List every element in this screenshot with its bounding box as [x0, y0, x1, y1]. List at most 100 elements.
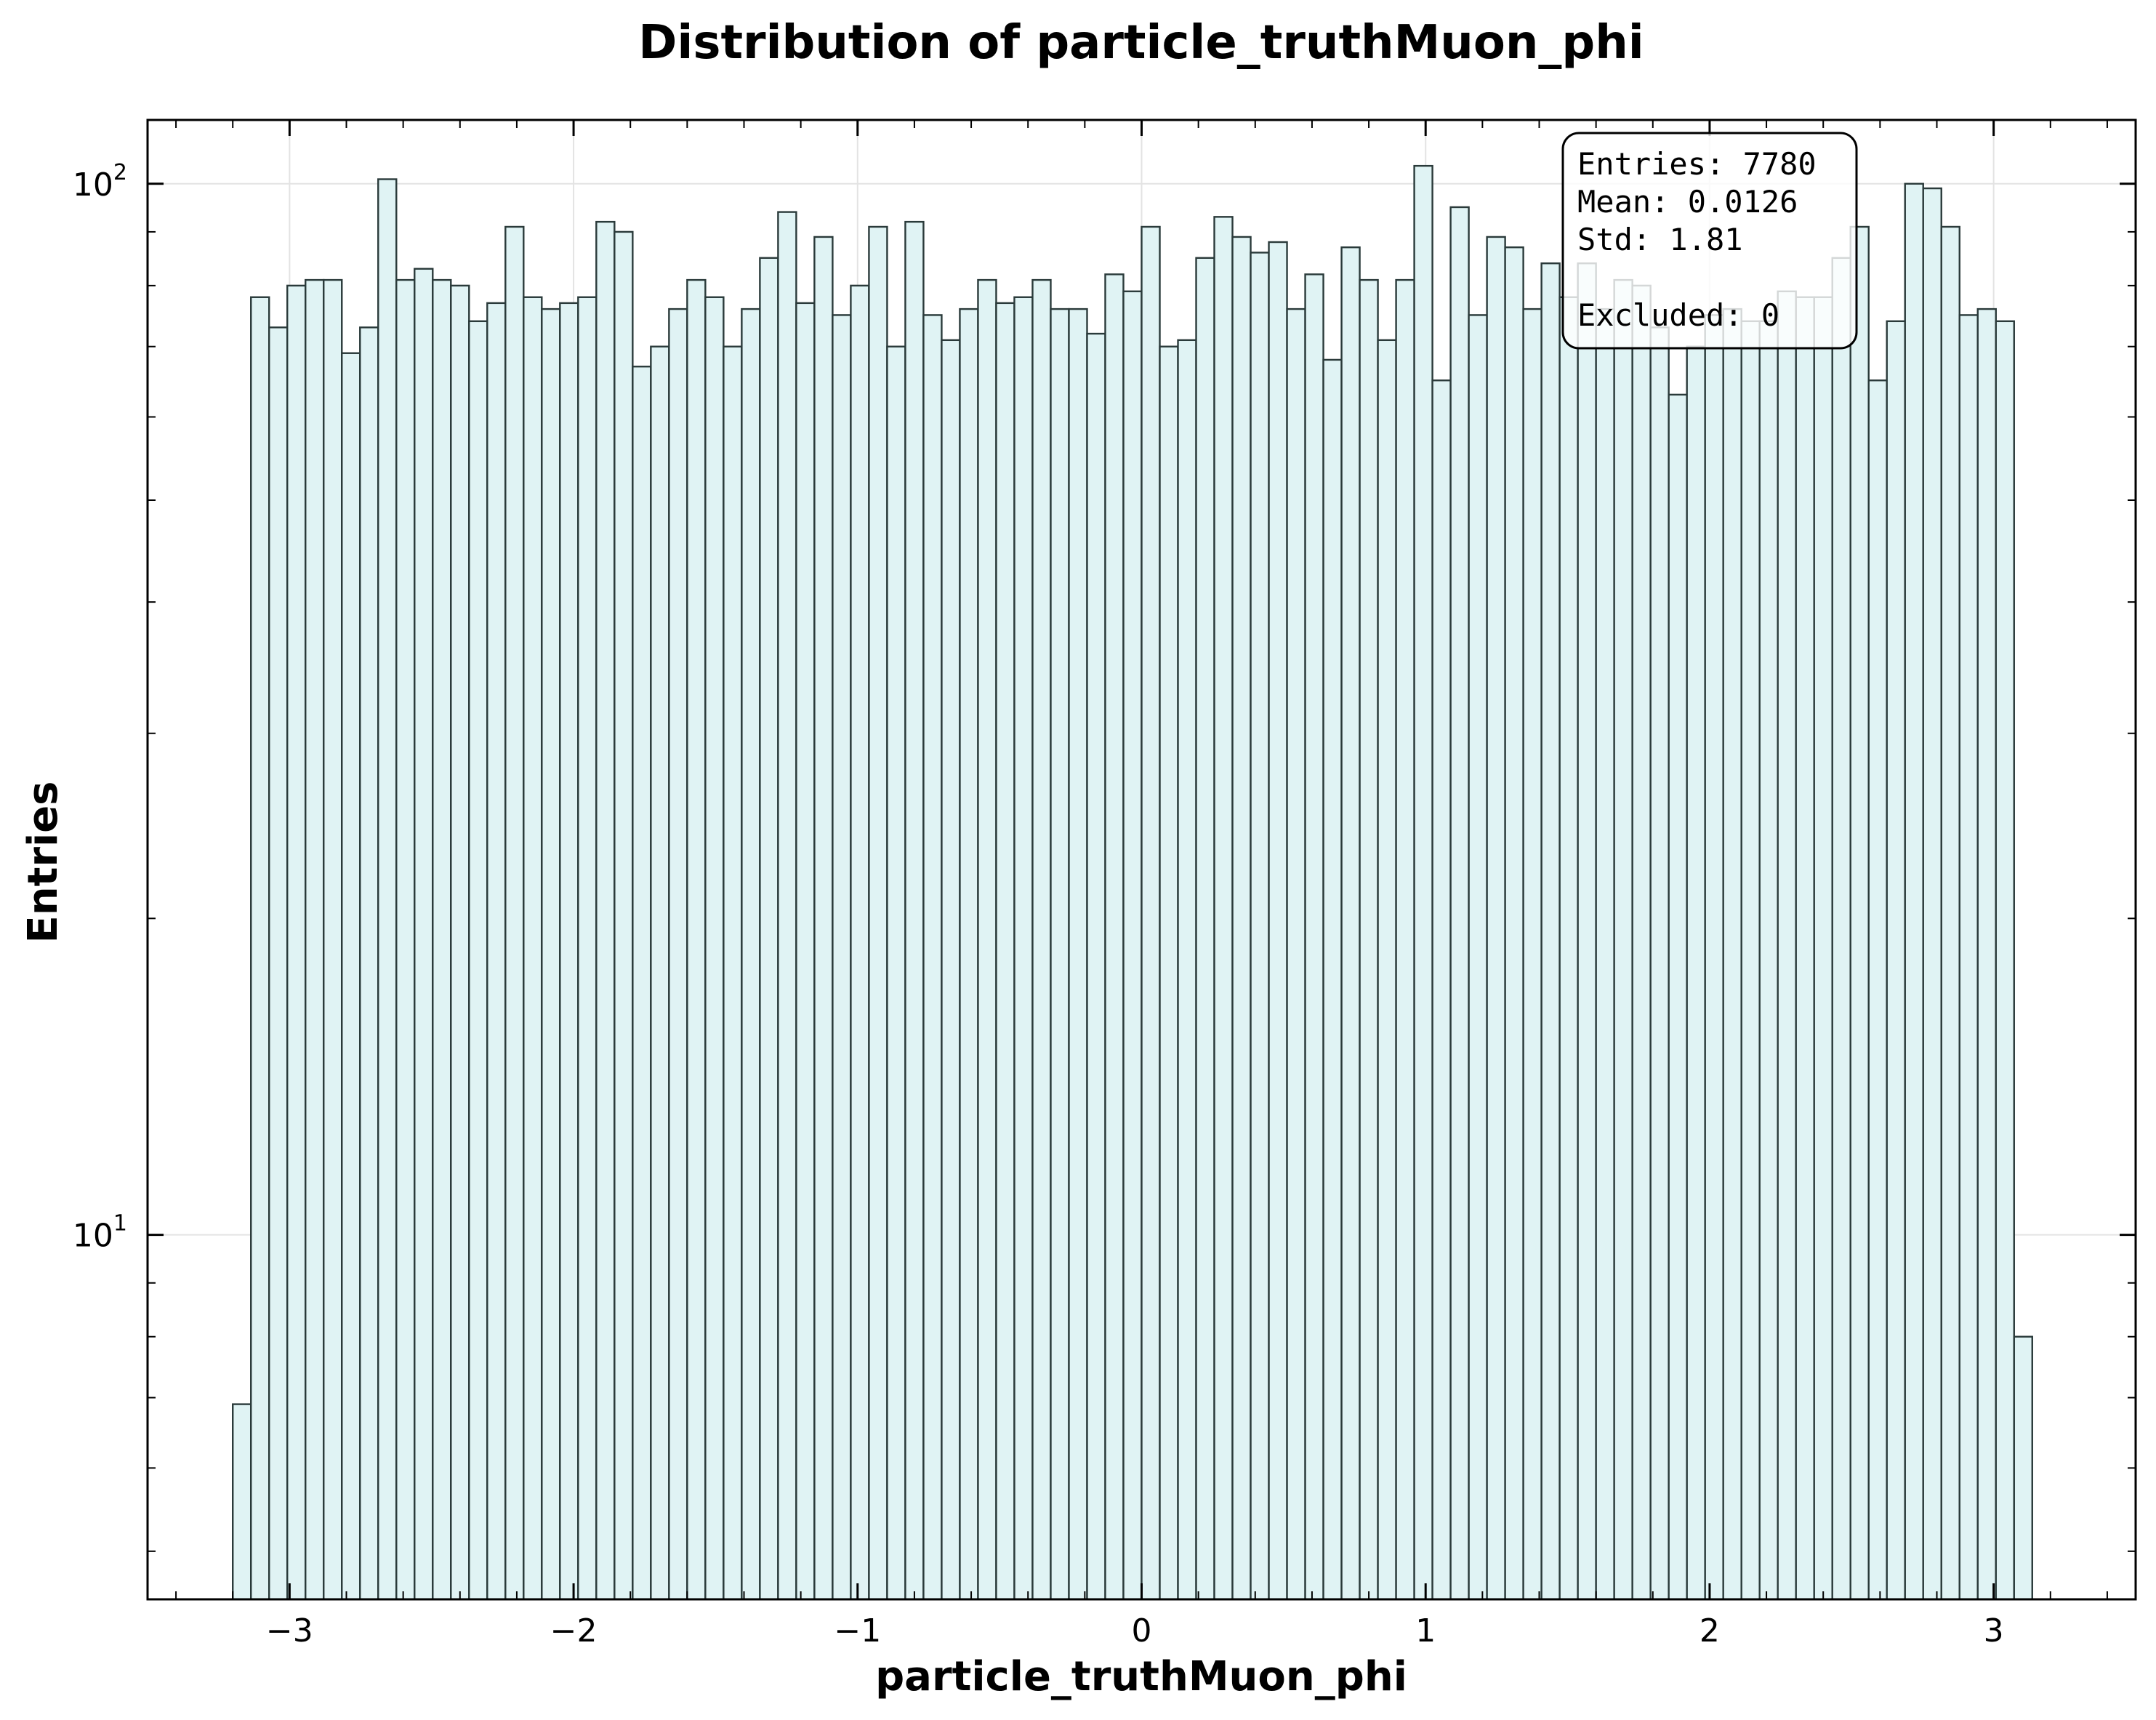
histogram-bar [1904, 182, 1924, 1601]
histogram-bar [1122, 290, 1143, 1601]
histogram-bar [1722, 308, 1742, 1601]
histogram-bar [1540, 262, 1561, 1601]
histogram-bar [1849, 225, 1870, 1601]
histogram-bar [1031, 278, 1052, 1601]
histogram-bar [723, 345, 743, 1601]
axis-ticks: −3 −2 −1 0 1 2 3 101 102 [73, 120, 2136, 1649]
histogram-bar [341, 352, 361, 1601]
histogram-bar [1813, 296, 1833, 1601]
histogram-bar [941, 339, 961, 1601]
histogram-bar [1286, 308, 1306, 1601]
histogram-bar [704, 296, 725, 1601]
histogram-bar [686, 278, 707, 1601]
stats-mean: Mean: 0.0126 [1577, 184, 1798, 220]
chart-title: Distribution of particle_truthMuon_phi [638, 16, 1644, 70]
histogram-bar [1577, 262, 1597, 1601]
histogram-bar [777, 211, 797, 1601]
histogram-bar [305, 278, 325, 1601]
y-tick-label: 102 [73, 160, 127, 204]
y-tick-label: 101 [73, 1211, 127, 1255]
histogram-bar [323, 278, 343, 1601]
histogram-bar [1795, 296, 1815, 1601]
histogram-bar [1867, 379, 1888, 1601]
x-tick-label: 1 [1415, 1612, 1436, 1649]
histogram-bar [250, 296, 270, 1601]
histogram-bar [1431, 379, 1452, 1601]
histogram-bar [1359, 278, 1379, 1601]
histogram-bar [1886, 320, 1906, 1601]
histogram-bar [1595, 308, 1615, 1601]
histogram-bar [1486, 236, 1506, 1601]
x-tick-label: 3 [1984, 1612, 2004, 1649]
stats-std: Std: 1.81 [1577, 222, 1743, 257]
histogram-bar [832, 314, 852, 1601]
histogram-bar [359, 326, 379, 1601]
histogram-bar [1322, 358, 1343, 1601]
histogram-bar [1995, 320, 2015, 1601]
histogram-bar [286, 284, 307, 1601]
y-axis-label: Entries [20, 781, 67, 943]
histogram-bar [1395, 278, 1415, 1601]
histogram-bar [850, 284, 870, 1601]
x-tick-label: 0 [1132, 1612, 1152, 1649]
histogram-bar [1649, 326, 1670, 1601]
histogram-bar [995, 302, 1015, 1601]
histogram-bar [741, 308, 761, 1601]
x-tick-label: −2 [550, 1612, 598, 1649]
histogram-bar [1940, 225, 1960, 1601]
histogram-bar [1522, 308, 1542, 1601]
histogram-bar [1231, 236, 1252, 1601]
histogram-bar [1449, 206, 1470, 1601]
histogram-bar [268, 326, 289, 1601]
x-tick-label: −1 [834, 1612, 881, 1649]
histogram-bar [1922, 187, 1942, 1601]
histogram-bar [977, 278, 997, 1601]
histogram-bar [1704, 314, 1724, 1601]
histogram-bar [795, 302, 816, 1601]
histogram-bar [1958, 314, 1979, 1601]
histogram-bar [1631, 284, 1652, 1601]
histogram-bar [504, 225, 525, 1601]
histogram-bar [904, 220, 925, 1601]
histogram-bar [414, 268, 434, 1601]
histogram-bar [541, 308, 561, 1601]
histogram-bar [577, 296, 598, 1601]
histogram-bar [1213, 216, 1234, 1601]
histogram-bar [1504, 246, 1524, 1601]
histogram-bar [1086, 332, 1106, 1601]
histogram-bar [1613, 278, 1633, 1601]
histogram-bar [1304, 273, 1324, 1601]
histogram-bar [632, 366, 652, 1601]
histogram-bar [759, 257, 779, 1601]
histogram-bar [559, 302, 579, 1601]
histogram-bar [450, 284, 470, 1601]
histogram-bar [1195, 257, 1215, 1601]
histogram-bar [1159, 345, 1179, 1601]
histogram-bar [1758, 320, 1779, 1601]
histogram-bar [1013, 296, 1034, 1601]
histogram-bar [468, 320, 488, 1601]
histogram-bar [395, 278, 416, 1601]
histogram-bar [1468, 314, 1488, 1601]
histogram-bar [1250, 252, 1270, 1601]
histogram-bar [595, 220, 616, 1601]
x-tick-label: 2 [1700, 1612, 1720, 1649]
stats-excluded: Excluded: 0 [1577, 297, 1779, 333]
histogram-bar [1413, 164, 1433, 1601]
x-tick-label: −3 [266, 1612, 313, 1649]
histogram-bar [813, 236, 834, 1601]
stats-box-frame [1561, 132, 1858, 350]
histogram-bar [1740, 320, 1761, 1601]
histogram-bar [614, 230, 634, 1601]
histogram-bar [486, 302, 507, 1601]
histogram-bar [523, 296, 543, 1601]
histogram-bar [1686, 345, 1706, 1601]
histogram-bar [432, 278, 452, 1601]
histogram-bar [1668, 393, 1688, 1601]
histogram-bar [2013, 1335, 2033, 1601]
histogram-bar [668, 308, 688, 1601]
stats-entries: Entries: 7780 [1577, 146, 1817, 182]
histogram-bar [1068, 308, 1088, 1601]
stats-box: Entries: 7780 Mean: 0.0126 Std: 1.81 Exc… [1561, 132, 1858, 350]
